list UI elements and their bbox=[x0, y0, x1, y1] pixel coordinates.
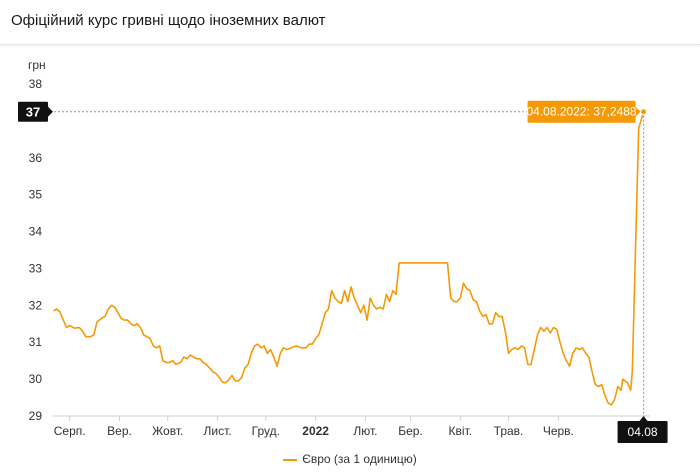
x-tick-label: 2022 bbox=[302, 424, 329, 438]
chart-header: Офіційний курс гривні щодо іноземних вал… bbox=[0, 0, 700, 45]
y-tick-label: 31 bbox=[29, 335, 43, 349]
y-tick-label: 29 bbox=[29, 409, 43, 423]
tooltip-box bbox=[527, 100, 636, 123]
x-tick-label: Лист. bbox=[204, 424, 232, 438]
chart-legend[interactable]: Євро (за 1 одиницю) bbox=[0, 452, 700, 466]
tooltip-arrow bbox=[635, 106, 641, 117]
y-tick-label: 38 bbox=[29, 77, 43, 91]
y-tick-label: 32 bbox=[29, 298, 43, 312]
x-tick-label: Бер. bbox=[398, 424, 423, 438]
y-tick-label: 34 bbox=[29, 225, 43, 239]
y-value-badge-arrow bbox=[48, 106, 53, 117]
y-tick-label: 35 bbox=[29, 188, 43, 202]
tooltip-label: 04.08.2022: 37,2488 bbox=[527, 105, 637, 119]
x-tick-label: Груд. bbox=[252, 424, 280, 438]
legend-series-label: Євро (за 1 одиницю) bbox=[302, 452, 417, 466]
x-value-badge bbox=[617, 421, 668, 443]
x-tick-label: Жовт. bbox=[152, 424, 183, 438]
chart-title: Офіційний курс гривні щодо іноземних вал… bbox=[11, 12, 326, 29]
legend-line-swatch bbox=[283, 458, 298, 461]
x-value-badge-label: 04.08 bbox=[628, 425, 658, 439]
y-value-badge bbox=[18, 101, 48, 122]
y-tick-label: 33 bbox=[29, 261, 43, 275]
highlight-point bbox=[640, 108, 648, 116]
y-value-badge-label: 37 bbox=[26, 105, 40, 120]
x-tick-label: Трав. bbox=[494, 424, 524, 438]
x-tick-label: Квіт. bbox=[449, 424, 473, 438]
y-tick-label: 36 bbox=[29, 151, 43, 165]
x-tick-label: Лют. bbox=[353, 424, 377, 438]
x-tick-label: Вер. bbox=[107, 424, 132, 438]
x-tick-label: Серп. bbox=[54, 424, 86, 438]
currency-line-chart: грн 29 30 31 32 33 34 35 36 38 Серп. Вер. Жовт. Лист.… bbox=[18, 58, 668, 443]
x-tick-label: Черв. bbox=[543, 424, 574, 438]
y-axis-unit-label: грн bbox=[28, 58, 46, 72]
y-tick-label: 30 bbox=[29, 372, 43, 386]
series-line-euro bbox=[53, 111, 645, 406]
x-value-badge-arrow bbox=[639, 416, 648, 421]
